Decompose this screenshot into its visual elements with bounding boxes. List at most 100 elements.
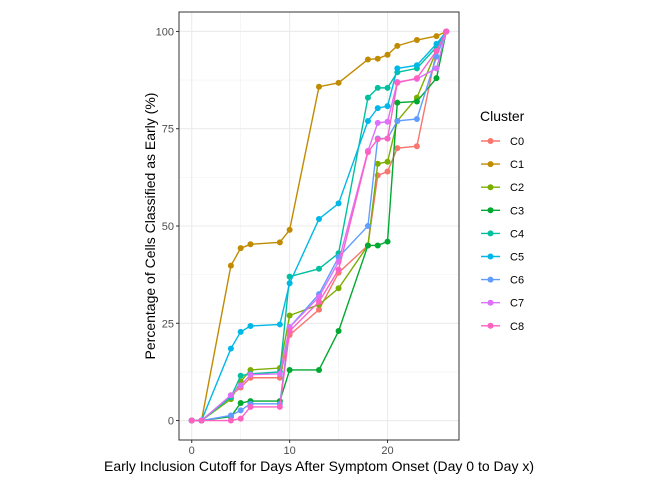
legend-key-point <box>487 138 494 144</box>
data-point <box>276 403 283 410</box>
legend-key-point <box>487 184 494 191</box>
legend-item-c4: C4 <box>481 228 524 240</box>
data-point <box>316 215 322 222</box>
data-point <box>443 28 450 35</box>
data-point <box>384 51 391 58</box>
legend-label: C6 <box>510 275 524 287</box>
y-tick-label: 0 <box>168 416 174 428</box>
legend-item-c2: C2 <box>481 182 524 194</box>
data-point <box>384 84 391 91</box>
data-point <box>286 226 293 233</box>
series-c5 <box>188 28 450 424</box>
y-tick-label: 75 <box>162 124 174 136</box>
legend-label: C4 <box>510 228 524 240</box>
series-line-c4 <box>191 31 447 422</box>
data-point <box>247 322 254 329</box>
data-point <box>286 366 293 373</box>
data-point <box>316 306 322 313</box>
data-point <box>433 75 440 82</box>
series-line-c1 <box>191 30 447 422</box>
data-point <box>276 239 283 246</box>
data-point <box>316 366 322 373</box>
data-point <box>433 40 440 47</box>
data-point <box>413 143 420 150</box>
data-point <box>433 33 440 40</box>
data-point <box>433 53 440 60</box>
data-point <box>227 262 234 269</box>
data-point <box>384 238 391 245</box>
x-tick-label: 0 <box>189 445 195 457</box>
data-point <box>394 117 401 124</box>
legend-key-point <box>487 161 494 168</box>
series-line-c3 <box>191 31 447 422</box>
y-tick-label: 50 <box>162 221 174 233</box>
data-point <box>247 241 254 248</box>
data-point <box>384 168 391 175</box>
data-point <box>374 136 381 143</box>
legend-key-point <box>487 207 494 214</box>
data-point <box>384 158 391 165</box>
data-point <box>374 119 381 126</box>
data-point <box>364 223 371 229</box>
series-layer <box>188 28 450 424</box>
data-point <box>335 79 342 86</box>
data-point <box>433 65 440 72</box>
data-point <box>227 412 234 419</box>
y-tick-label: 25 <box>162 318 174 330</box>
data-point <box>374 55 381 62</box>
data-point <box>286 273 293 280</box>
data-point <box>364 117 371 124</box>
data-point <box>247 371 254 378</box>
legend-item-c6: C6 <box>481 275 524 287</box>
data-point <box>335 285 342 292</box>
legend-key-point <box>487 276 494 283</box>
series-c8 <box>188 28 450 424</box>
data-point <box>413 37 420 44</box>
data-point <box>227 345 234 352</box>
legend-item-c7: C7 <box>481 298 524 310</box>
data-point <box>316 83 322 90</box>
series-line-c8 <box>191 31 447 422</box>
data-point <box>188 417 195 424</box>
data-point <box>316 298 322 305</box>
data-point <box>286 312 293 319</box>
data-point <box>394 65 401 72</box>
data-point <box>364 56 371 63</box>
axes: 0 10 20 0 25 50 75 100 <box>156 11 460 457</box>
data-point <box>316 265 322 272</box>
legend-label: C1 <box>510 159 524 171</box>
data-point <box>394 42 401 49</box>
legend-item-c1: C1 <box>481 159 524 171</box>
legend-label: C8 <box>510 321 524 333</box>
data-point <box>286 280 293 287</box>
legend-title: Cluster <box>480 108 525 124</box>
data-point <box>394 145 401 152</box>
data-point <box>413 75 420 82</box>
legend-label: C2 <box>510 182 524 194</box>
legend-key-point <box>487 299 494 306</box>
legend: C0 C1 C2 C3 C4 C5 C6 C7 C8 <box>481 136 524 333</box>
data-point <box>276 370 283 377</box>
data-point <box>384 103 391 110</box>
legend-item-c3: C3 <box>481 205 524 217</box>
data-point <box>227 417 234 424</box>
legend-key-point <box>487 253 494 260</box>
data-point <box>286 328 293 335</box>
y-tick-label: 100 <box>156 26 174 38</box>
data-point <box>335 266 342 273</box>
legend-label: C0 <box>510 136 524 148</box>
data-point <box>237 372 244 379</box>
legend-key-point <box>487 230 494 237</box>
data-point <box>335 328 342 335</box>
data-point <box>364 149 371 156</box>
x-axis-title: Early Inclusion Cutoff for Days After Sy… <box>104 458 534 474</box>
data-point <box>433 47 440 54</box>
data-point <box>374 84 381 91</box>
data-point <box>384 118 391 125</box>
data-point <box>237 382 244 389</box>
data-point <box>335 200 342 207</box>
x-tick-label: 10 <box>284 445 296 457</box>
data-point <box>374 160 381 167</box>
data-point <box>413 116 420 122</box>
data-point <box>384 135 391 142</box>
